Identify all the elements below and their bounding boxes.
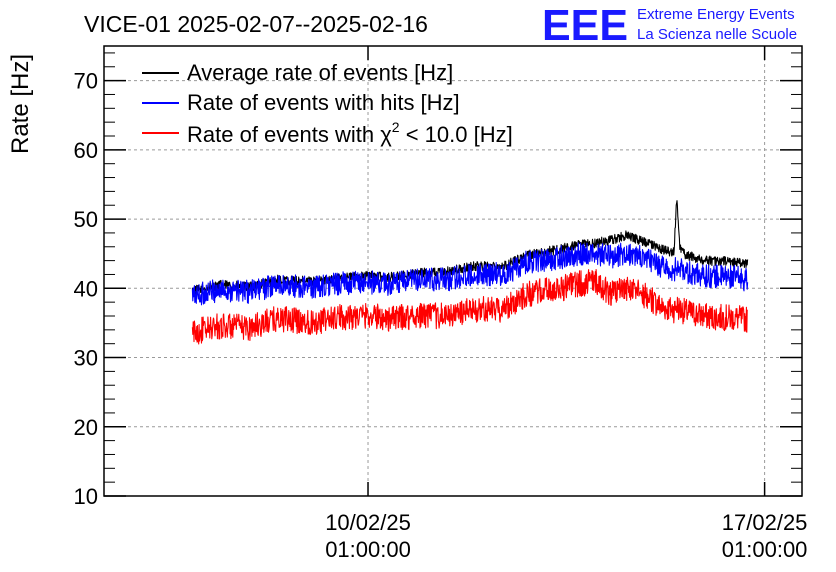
plot-frame	[103, 45, 803, 497]
series-layer	[191, 200, 749, 345]
y-tick-label-30: 30	[74, 346, 98, 371]
legend-chi2-superscript: 2	[392, 119, 400, 135]
legend-chi2-suffix: < 10.0 [Hz]	[400, 122, 513, 147]
eee-logo-line2: La Scienza nelle Scuole	[637, 26, 797, 43]
y-tick-label-40: 40	[74, 276, 98, 301]
legend-chi2-symbol: χ	[380, 122, 392, 147]
chart-title: VICE-01 2025-02-07--2025-02-16	[84, 11, 428, 37]
y-axis: 10 20 30 40 50 60 70	[74, 52, 802, 509]
legend-label-chi2: Rate of events with χ2 < 10.0 [Hz]	[187, 119, 513, 147]
y-tick-label-20: 20	[74, 415, 98, 440]
eee-logo: EEE Extreme Energy Events La Scienza nel…	[542, 1, 797, 50]
y-tick-label-50: 50	[74, 207, 98, 232]
legend: Average rate of events [Hz] Rate of even…	[142, 60, 513, 147]
y-axis-label: Rate [Hz]	[7, 54, 34, 154]
legend-label-average: Average rate of events [Hz]	[187, 60, 453, 85]
legend-chi2-prefix: Rate of events with	[187, 122, 380, 147]
x-tick-date-0: 10/02/25	[325, 510, 411, 535]
plot-border	[103, 45, 803, 497]
y-tick-label-10: 10	[74, 484, 98, 509]
series-line-2	[191, 268, 748, 345]
x-tick-time-1: 01:00:00	[722, 537, 808, 562]
eee-logo-mark: EEE	[542, 1, 628, 50]
x-tick-date-1: 17/02/25	[722, 510, 808, 535]
x-tick-time-0: 01:00:00	[325, 537, 411, 562]
y-tick-label-70: 70	[74, 69, 98, 94]
series-line-1	[191, 242, 749, 306]
eee-logo-line1: Extreme Energy Events	[637, 6, 795, 23]
y-tick-label-60: 60	[74, 138, 98, 163]
grid-lines	[104, 46, 802, 496]
legend-label-hits: Rate of events with hits [Hz]	[187, 90, 460, 115]
